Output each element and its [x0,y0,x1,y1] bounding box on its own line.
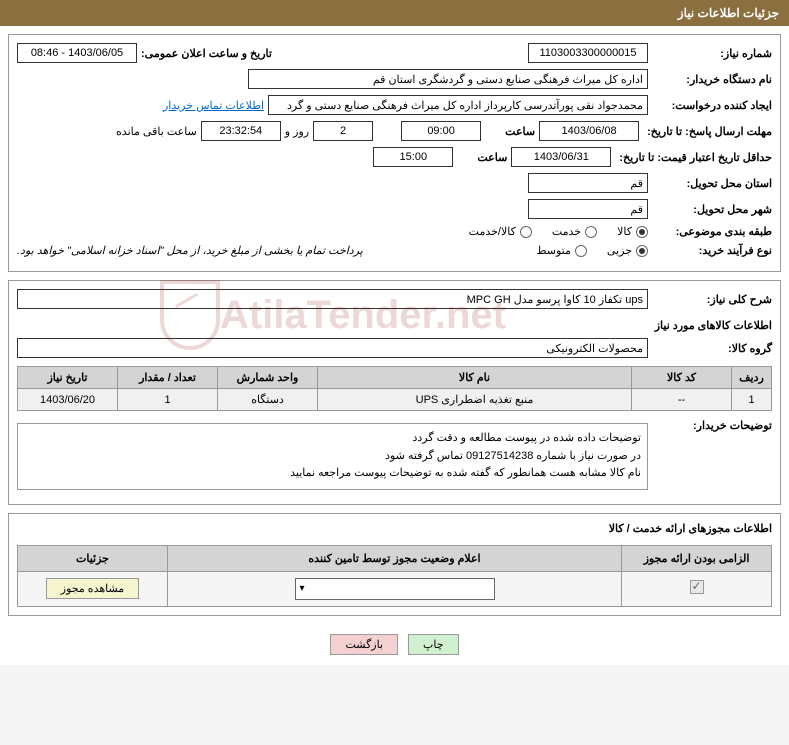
countdown: 23:32:54 [201,121,281,141]
view-license-button[interactable]: مشاهده مجوز [46,578,139,599]
buyer-notes-line3: نام کالا مشابه هست همانطور که گفته شده ب… [24,465,641,483]
need-info-section: شماره نیاز: 1103003300000015 تاریخ و ساع… [8,34,781,272]
time-label-1: ساعت [485,125,535,138]
province-value: قم [528,173,648,193]
need-number-value: 1103003300000015 [528,43,648,63]
status-select[interactable]: ▾ [295,578,495,600]
print-button[interactable]: چاپ [408,634,459,655]
radio-medium[interactable]: متوسط [536,244,587,257]
creator-label: ایجاد کننده درخواست: [652,99,772,112]
license-title: اطلاعات مجوزهای ارائه خدمت / کالا [17,522,772,535]
th-status: اعلام وضعیت مجوز توسط تامین کننده [168,545,622,571]
buyer-notes-line2: در صورت نیاز با شماره 09127514238 تماس گ… [24,448,641,466]
description-section: شرح کلی نیاز: ups تکفاز 10 کاوا پرسو مدل… [8,280,781,505]
goods-table: ردیف کد کالا نام کالا واحد شمارش تعداد /… [17,366,772,411]
creator-value: محمدجواد نقی پورآتدرسی کارپرداز اداره کل… [268,95,648,115]
cell-unit: دستگاه [218,389,318,411]
footer-buttons: چاپ بازگشت [0,624,789,665]
desc-title-label: شرح کلی نیاز: [652,293,772,306]
days-remaining: 2 [313,121,373,141]
validity-label: حداقل تاریخ اعتبار قیمت: تا تاریخ: [615,151,772,164]
group-value: محصولات الکترونیکی [17,338,648,358]
radio-service[interactable]: خدمت [552,225,597,238]
cell-status: ▾ [168,571,622,606]
days-label: روز و [285,125,309,138]
th-mandatory: الزامی بودن ارائه مجوز [622,545,772,571]
buyer-notes-box: توضیحات داده شده در پیوست مطالعه و دقت گ… [17,423,648,490]
need-number-label: شماره نیاز: [652,47,772,60]
cell-code: -- [632,389,732,411]
license-row: ▾ مشاهده مجوز [18,571,772,606]
validity-date: 1403/06/31 [511,147,611,167]
page-title: جزئیات اطلاعات نیاز [678,6,779,20]
buyer-notes-label: توضیحات خریدار: [652,419,772,432]
deadline-time: 09:00 [401,121,481,141]
desc-title-value: ups تکفاز 10 کاوا پرسو مدل MPC GH [17,289,648,309]
th-unit: واحد شمارش [218,367,318,389]
cell-name: منبع تغذیه اضطراری UPS [318,389,632,411]
page-header: جزئیات اطلاعات نیاز [0,0,789,26]
category-radio-group: کالا خدمت کالا/خدمت [469,225,648,238]
deadline-label: مهلت ارسال پاسخ: تا تاریخ: [643,125,772,138]
category-label: طبقه بندی موضوعی: [652,225,772,238]
radio-both[interactable]: کالا/خدمت [469,225,532,238]
radio-both-circle [520,226,532,238]
radio-minor[interactable]: جزیی [607,244,648,257]
province-label: استان محل تحویل: [652,177,772,190]
license-table: الزامی بودن ارائه مجوز اعلام وضعیت مجوز … [17,545,772,607]
license-section: اطلاعات مجوزهای ارائه خدمت / کالا الزامی… [8,513,781,616]
cell-qty: 1 [118,389,218,411]
payment-note: پرداخت تمام یا بخشی از مبلغ خرید، از محل… [17,244,363,257]
process-label: نوع فرآیند خرید: [652,244,772,257]
th-row: ردیف [732,367,772,389]
radio-goods-circle [636,226,648,238]
buyer-label: نام دستگاه خریدار: [652,73,772,86]
buyer-notes-line1: توضیحات داده شده در پیوست مطالعه و دقت گ… [24,430,641,448]
announce-label: تاریخ و ساعت اعلان عمومی: [141,47,272,60]
table-row: 1 -- منبع تغذیه اضطراری UPS دستگاه 1 140… [18,389,772,411]
th-name: نام کالا [318,367,632,389]
radio-medium-circle [575,245,587,257]
process-radio-group: جزیی متوسط [536,244,648,257]
radio-service-circle [585,226,597,238]
th-date: تاریخ نیاز [18,367,118,389]
cell-row: 1 [732,389,772,411]
announce-value: 1403/06/05 - 08:46 [17,43,137,63]
chevron-down-icon: ▾ [300,583,305,594]
remaining-label: ساعت باقی مانده [116,125,197,138]
time-label-2: ساعت [457,151,507,164]
radio-goods[interactable]: کالا [617,225,648,238]
cell-date: 1403/06/20 [18,389,118,411]
city-value: قم [528,199,648,219]
validity-time: 15:00 [373,147,453,167]
goods-info-title: اطلاعات کالاهای مورد نیاز [17,319,772,332]
city-label: شهر محل تحویل: [652,203,772,216]
cell-details: مشاهده مجوز [18,571,168,606]
buyer-value: اداره کل میراث فرهنگی صنایع دستی و گردشگ… [248,69,648,89]
contact-link[interactable]: اطلاعات تماس خریدار [163,99,264,112]
group-label: گروه کالا: [652,342,772,355]
mandatory-checkbox [690,580,704,594]
radio-minor-circle [636,245,648,257]
th-details: جزئیات [18,545,168,571]
deadline-date: 1403/06/08 [539,121,639,141]
th-code: کد کالا [632,367,732,389]
th-qty: تعداد / مقدار [118,367,218,389]
back-button[interactable]: بازگشت [330,634,398,655]
cell-mandatory [622,571,772,606]
